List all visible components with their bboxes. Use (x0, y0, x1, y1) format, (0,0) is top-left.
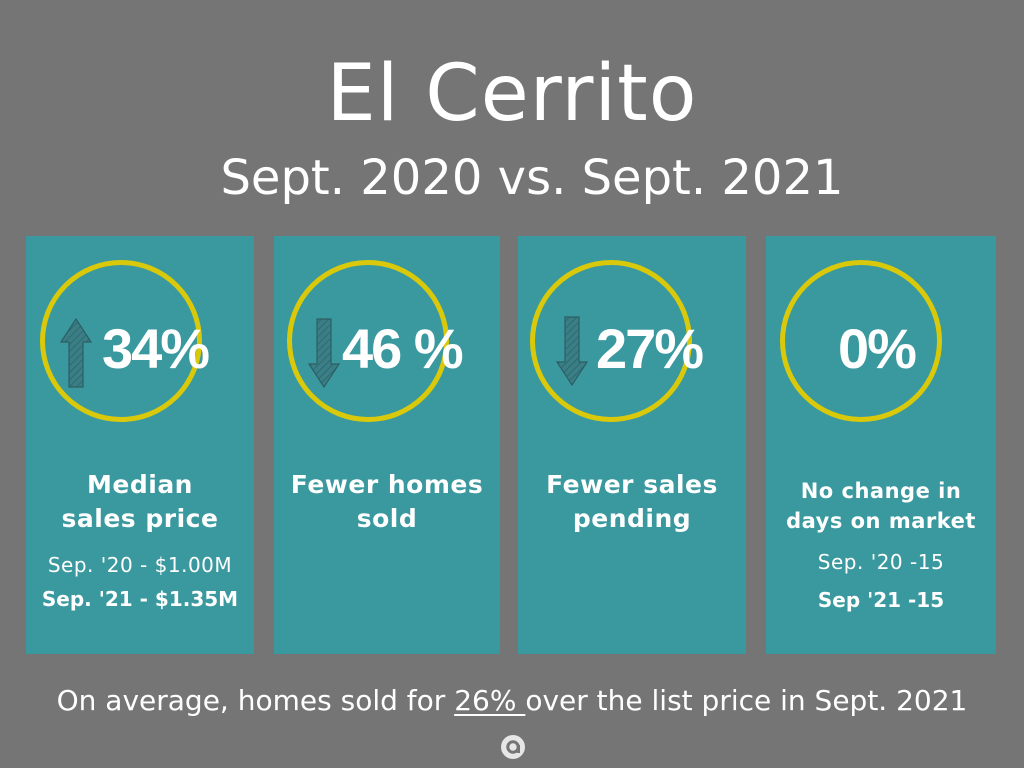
card-label: No change in days on market (786, 479, 976, 533)
arrow-up-icon (60, 318, 92, 388)
page-subtitle: Sept. 2020 vs. Sept. 2021 (220, 150, 844, 206)
arrow-down-icon (556, 316, 588, 386)
a-logo-icon (501, 735, 525, 759)
sep-20-value: Sep. '20 - $1.00M (47, 553, 233, 577)
percent-value: 0% (838, 317, 917, 380)
days-on-market-card: 0% No change in days on market Sep. '20 … (766, 236, 996, 654)
ring (530, 260, 692, 422)
highlight-percent: 26% (454, 684, 526, 717)
card-label: Fewer homes sold (290, 470, 484, 533)
sep-21-value: Sep. '21 - $1.35M (41, 587, 239, 611)
ring (287, 260, 449, 422)
card-label: Median sales price (61, 470, 219, 533)
page-title: El Cerrito (326, 49, 698, 139)
percent-value: 34% (102, 317, 210, 380)
ring (40, 260, 202, 422)
footer-note: On average, homes sold for 26% over the … (56, 684, 968, 717)
percent-value: 27% (596, 317, 704, 380)
fewer-sales-pending-card: 27% Fewer sales pending (518, 236, 746, 654)
arrow-down-icon (308, 318, 340, 388)
fewer-homes-sold-card: 46 % Fewer homes sold (274, 236, 500, 654)
sep-20-value: Sep. '20 -15 (817, 550, 945, 574)
ring (780, 260, 942, 422)
sep-21-value: Sep '21 -15 (817, 588, 945, 612)
card-label: Fewer sales pending (546, 470, 718, 533)
percent-value: 46 % (342, 317, 464, 380)
median-sales-price-card: 34% Median sales price Sep. '20 - $1.00M… (26, 236, 254, 654)
